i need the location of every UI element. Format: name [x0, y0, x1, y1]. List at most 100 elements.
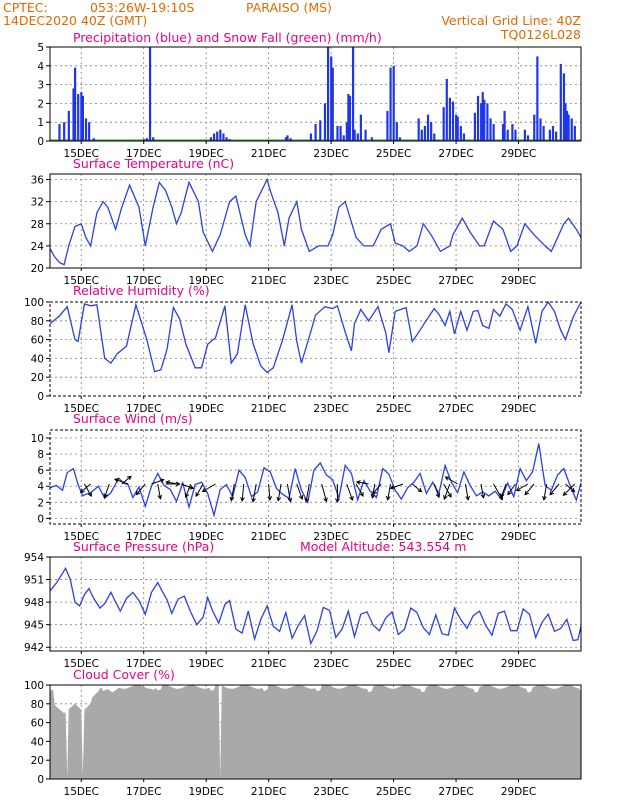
wind-direction-arrow [480, 483, 486, 499]
precip-bar [542, 125, 545, 141]
y-tick-label: 40 [31, 736, 44, 748]
x-tick-label: 19DEC [188, 148, 223, 160]
wind-direction-arrow [201, 483, 216, 493]
coords-label: 053:26W-19:10S [90, 0, 194, 15]
model-code-label: TQ0126L028 [500, 27, 581, 42]
precip-bar [353, 129, 356, 141]
precip-bar [347, 94, 350, 141]
wind-speed-series-line [49, 443, 582, 518]
precip-bar [67, 110, 70, 141]
y-tick-label: 20 [31, 755, 44, 767]
wind-direction-arrow [181, 483, 195, 490]
panel-frame [49, 301, 582, 397]
precip-bar [523, 129, 526, 141]
precip-bar [445, 78, 448, 141]
precip-bar [309, 133, 313, 141]
wind-direction-arrow [334, 484, 340, 504]
x-tick-label: 15DEC [64, 786, 99, 798]
y-tick-label: 8 [37, 449, 44, 461]
precip-bar [564, 103, 567, 141]
precip-bar [559, 63, 562, 141]
precip-bar [314, 124, 317, 141]
y-tick-label: 2 [37, 98, 44, 110]
run-label: 14DEC2020 40Z (GMT) [3, 13, 147, 28]
wind-direction-arrow [385, 483, 391, 501]
precip-bar [455, 114, 458, 141]
precip-bar [430, 122, 433, 141]
precip-bar [420, 129, 423, 141]
y-tick-label: 24 [31, 241, 45, 253]
precip-bar [417, 118, 420, 141]
precip-bar [476, 95, 480, 141]
precip-bar [551, 125, 555, 141]
precip-bar [562, 73, 566, 141]
x-tick-label: 17DEC [126, 786, 161, 798]
precip-bar [456, 116, 459, 141]
precip-bar [451, 101, 455, 141]
panel-frame [49, 429, 582, 525]
precip-bar [84, 118, 88, 141]
precip-bar [225, 137, 228, 141]
precip-bar [286, 135, 289, 141]
precip-bar [364, 129, 367, 141]
x-tick-label: 15DEC [64, 275, 99, 287]
wind-direction-arrow [562, 483, 576, 497]
wind-direction-arrow [229, 483, 235, 502]
precip-bar [480, 103, 483, 141]
precip-bar [284, 137, 288, 141]
wind-direction-arrow [542, 483, 548, 501]
x-tick-label: 25DEC [376, 403, 411, 415]
wind-direction-arrow [433, 483, 441, 499]
y-tick-label: 6 [37, 465, 44, 477]
precip-bar [88, 122, 91, 141]
precip-bar [501, 124, 505, 141]
y-tick-label: 0 [37, 774, 44, 786]
panel-frame [49, 46, 582, 142]
y-tick-label: 954 [24, 552, 44, 564]
wind-direction-arrow [565, 483, 576, 493]
y-tick-label: 40 [31, 353, 44, 365]
x-tick-label: 15DEC [64, 658, 99, 670]
x-tick-label: 19DEC [188, 658, 223, 670]
x-tick-label: 23DEC [313, 786, 348, 798]
precip-bar [526, 135, 530, 141]
wind-direction-arrow [184, 483, 192, 499]
wind-direction-arrow [276, 483, 282, 502]
precip-bar [481, 92, 484, 141]
y-tick-label: 80 [31, 316, 44, 328]
precip-bar [148, 47, 152, 141]
precip-bar [567, 114, 570, 141]
wind-direction-arrow [389, 483, 404, 490]
precip-bar [565, 110, 569, 141]
wind-direction-arrow [549, 483, 560, 496]
wind-direction-arrow [195, 483, 204, 497]
y-tick-label: 5 [37, 42, 44, 54]
precip-bar [73, 67, 77, 141]
wind-direction-arrow [444, 476, 458, 485]
x-tick-label: 23DEC [313, 403, 348, 415]
precip-title: Precipitation (blue) and Snow Fall (gree… [73, 30, 382, 45]
x-tick-label: 23DEC [313, 658, 348, 670]
x-tick-label: 29DEC [501, 658, 536, 670]
wind-direction-arrow [524, 483, 535, 496]
wind-title: Surface Wind (m/s) [73, 411, 193, 426]
wind-direction-arrow [267, 483, 273, 501]
x-tick-label: 15DEC [64, 148, 99, 160]
precip-bar [152, 137, 155, 141]
cloud-cover-area [50, 685, 581, 779]
x-tick-label: 27DEC [438, 275, 473, 287]
wind-direction-arrow [157, 483, 163, 500]
y-tick-label: 60 [31, 335, 44, 347]
wind-direction-arrow [500, 483, 507, 499]
precip-bar [345, 122, 348, 141]
wind-direction-arrow [346, 483, 354, 501]
precip-bar [511, 124, 514, 141]
precip-bar [570, 118, 573, 141]
wind-direction-arrow [79, 483, 91, 494]
precip-bar [319, 120, 322, 141]
precip-bar [442, 107, 445, 141]
x-tick-label: 21DEC [251, 403, 286, 415]
wind-direction-arrow [443, 483, 451, 500]
x-tick-label: 21DEC [251, 531, 286, 543]
